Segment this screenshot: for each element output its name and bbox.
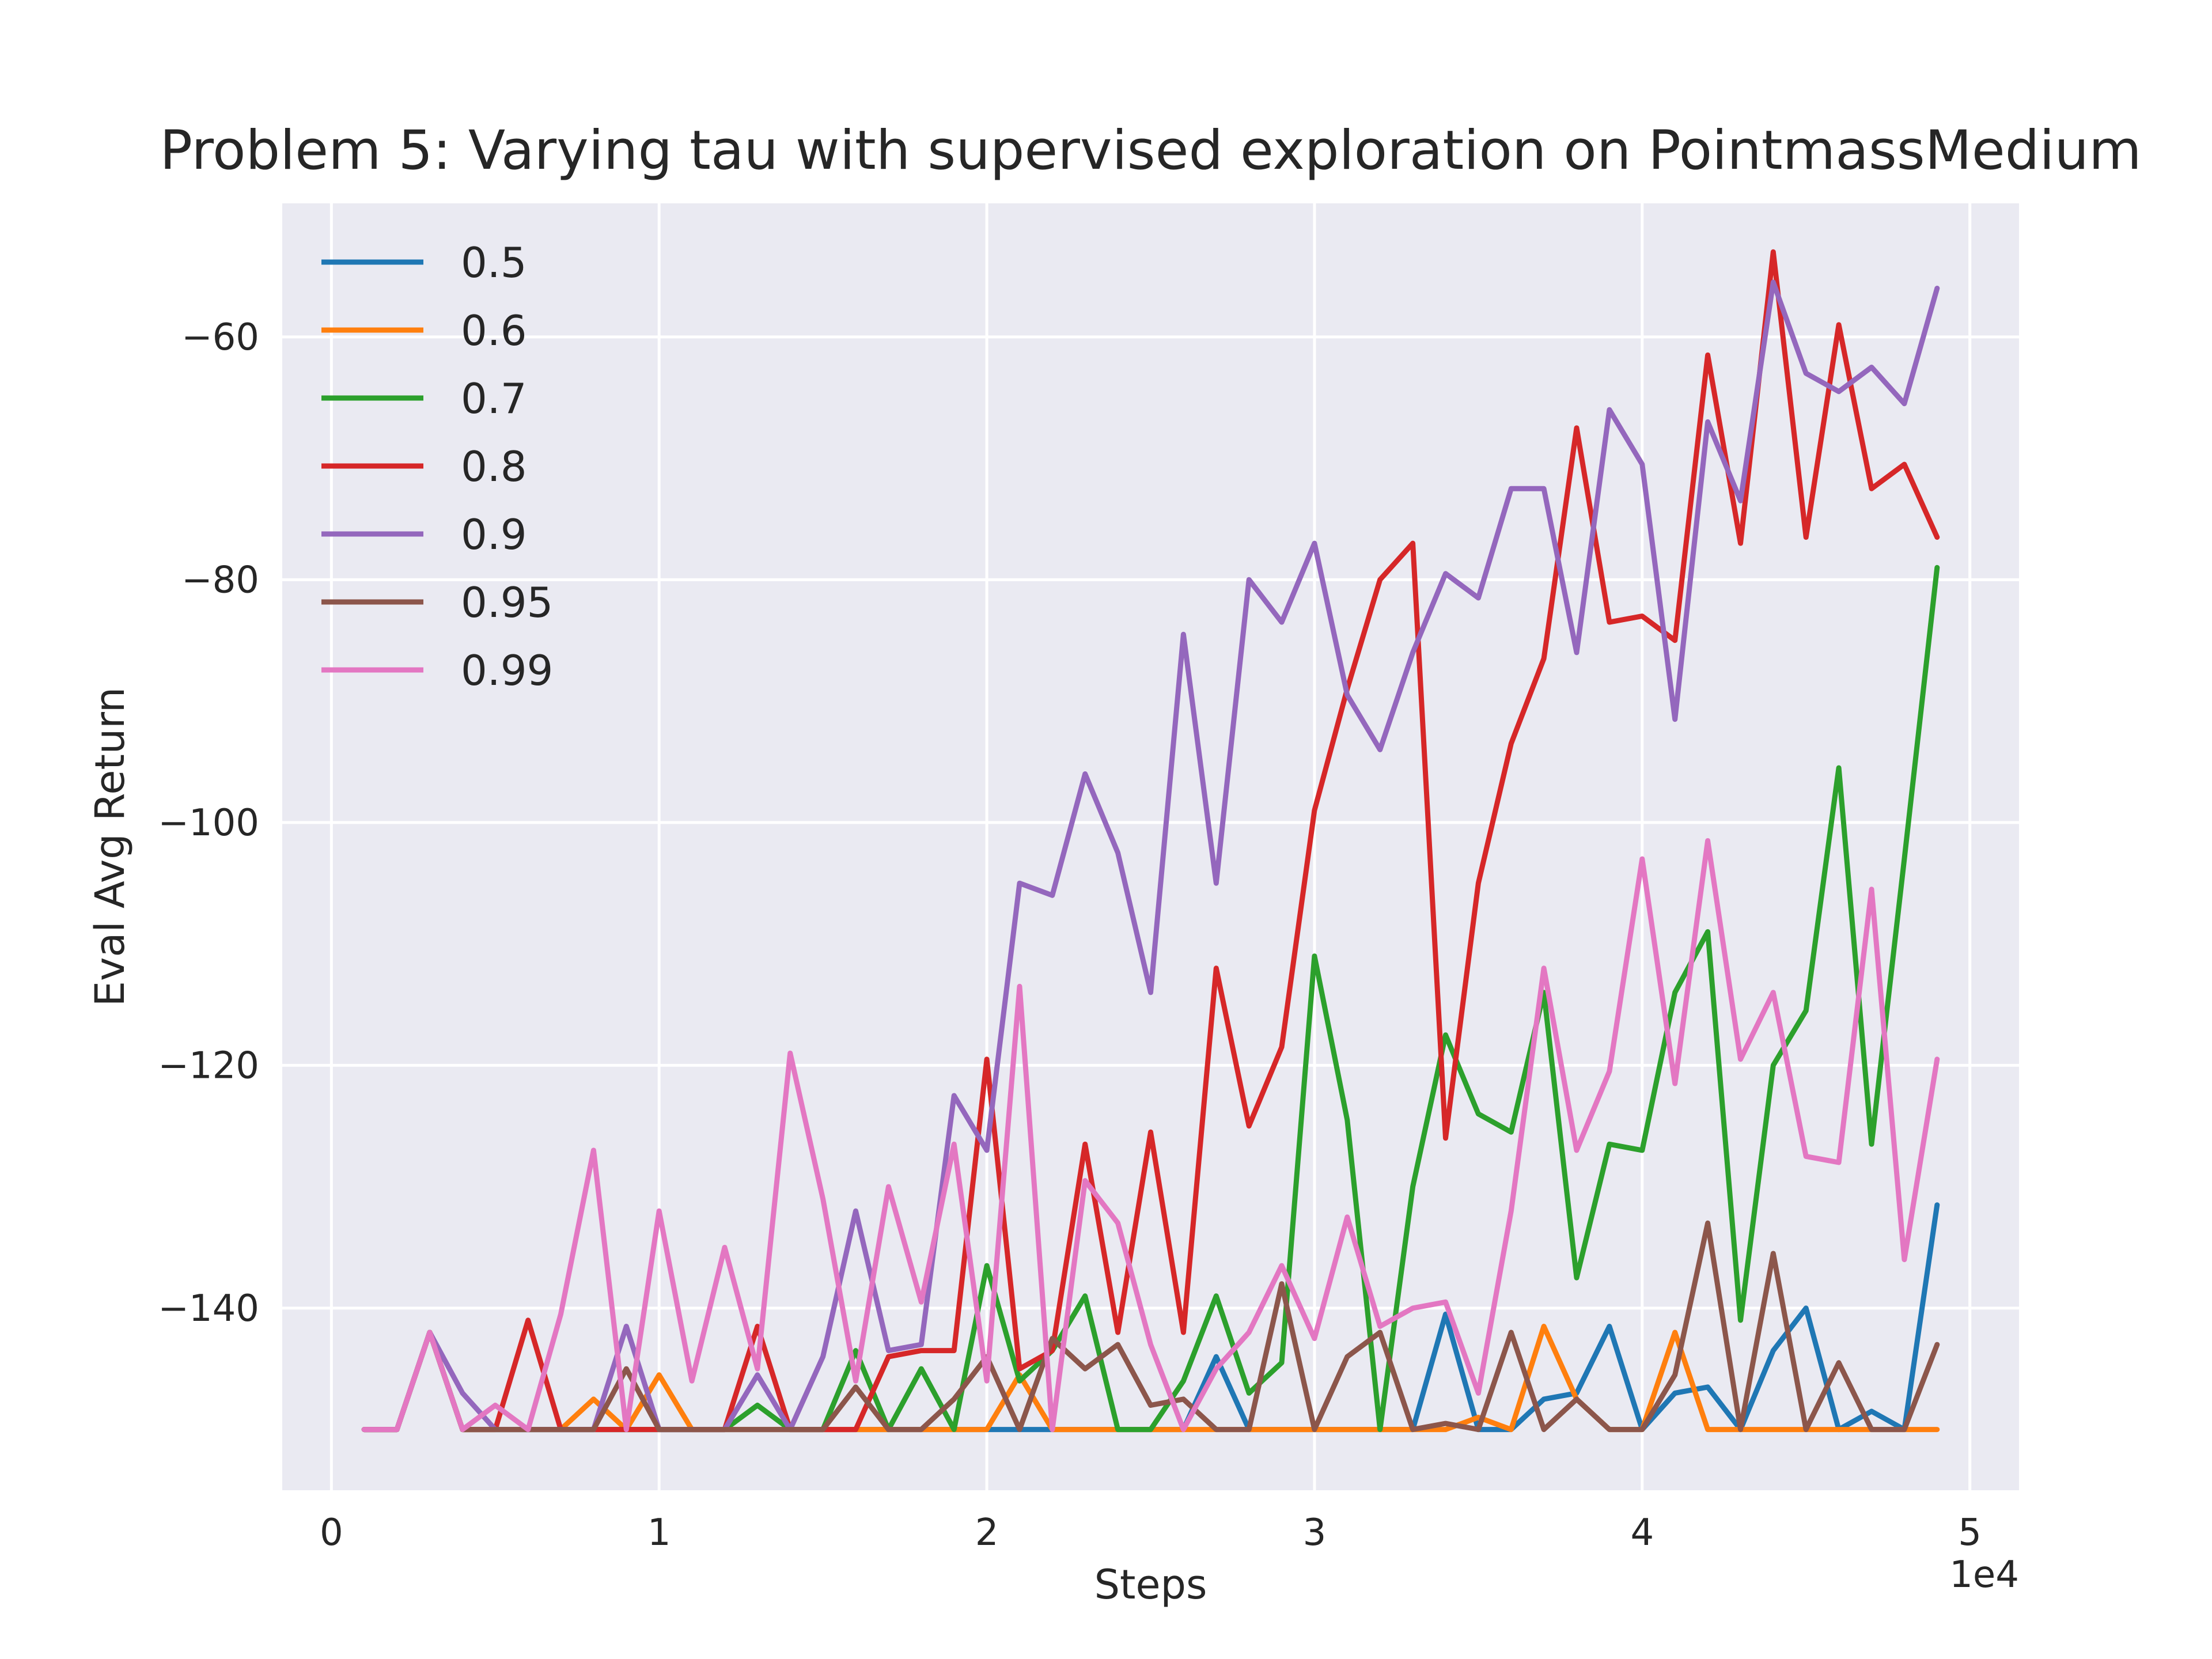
series-line-0.95 bbox=[361, 1220, 1940, 1433]
plot-area bbox=[282, 203, 2019, 1490]
grid-lines bbox=[282, 203, 2019, 1490]
x-tick-label: 0 bbox=[320, 1512, 343, 1554]
legend-label: 0.99 bbox=[461, 646, 553, 695]
y-tick-label: −100 bbox=[158, 802, 259, 844]
x-tick-label: 4 bbox=[1630, 1512, 1654, 1554]
y-tick-label: −140 bbox=[158, 1287, 259, 1330]
y-tick-label: −80 bbox=[181, 559, 259, 601]
x-axis-ticks: 0 1 2 3 4 5 bbox=[320, 1512, 1982, 1554]
y-tick-label: −120 bbox=[158, 1044, 259, 1087]
legend-label: 0.6 bbox=[461, 306, 527, 355]
legend-label: 0.95 bbox=[461, 578, 553, 627]
legend: 0.5 0.6 0.7 0.8 0.9 0.95 0.99 bbox=[321, 238, 553, 695]
x-tick-label: 3 bbox=[1303, 1512, 1327, 1554]
series-lines bbox=[361, 249, 1940, 1433]
y-axis-ticks: −140 −120 −100 −80 −60 bbox=[158, 316, 259, 1330]
series-line-0.99 bbox=[361, 838, 1940, 1433]
y-axis-title: Eval Avg Return bbox=[86, 687, 134, 1006]
chart-title: Problem 5: Varying tau with supervised e… bbox=[160, 119, 2141, 182]
legend-label: 0.7 bbox=[461, 374, 527, 423]
legend-label: 0.9 bbox=[461, 510, 527, 559]
x-tick-label: 2 bbox=[975, 1512, 999, 1554]
series-line-0.9 bbox=[361, 279, 1940, 1433]
x-tick-label: 1 bbox=[647, 1512, 671, 1554]
x-axis-title: Steps bbox=[1094, 1561, 1207, 1608]
legend-label: 0.5 bbox=[461, 238, 527, 287]
x-axis-offset-label: 1e4 bbox=[1949, 1554, 2019, 1596]
legend-label: 0.8 bbox=[461, 442, 527, 491]
y-tick-label: −60 bbox=[181, 316, 259, 359]
x-tick-label: 5 bbox=[1958, 1512, 1982, 1554]
